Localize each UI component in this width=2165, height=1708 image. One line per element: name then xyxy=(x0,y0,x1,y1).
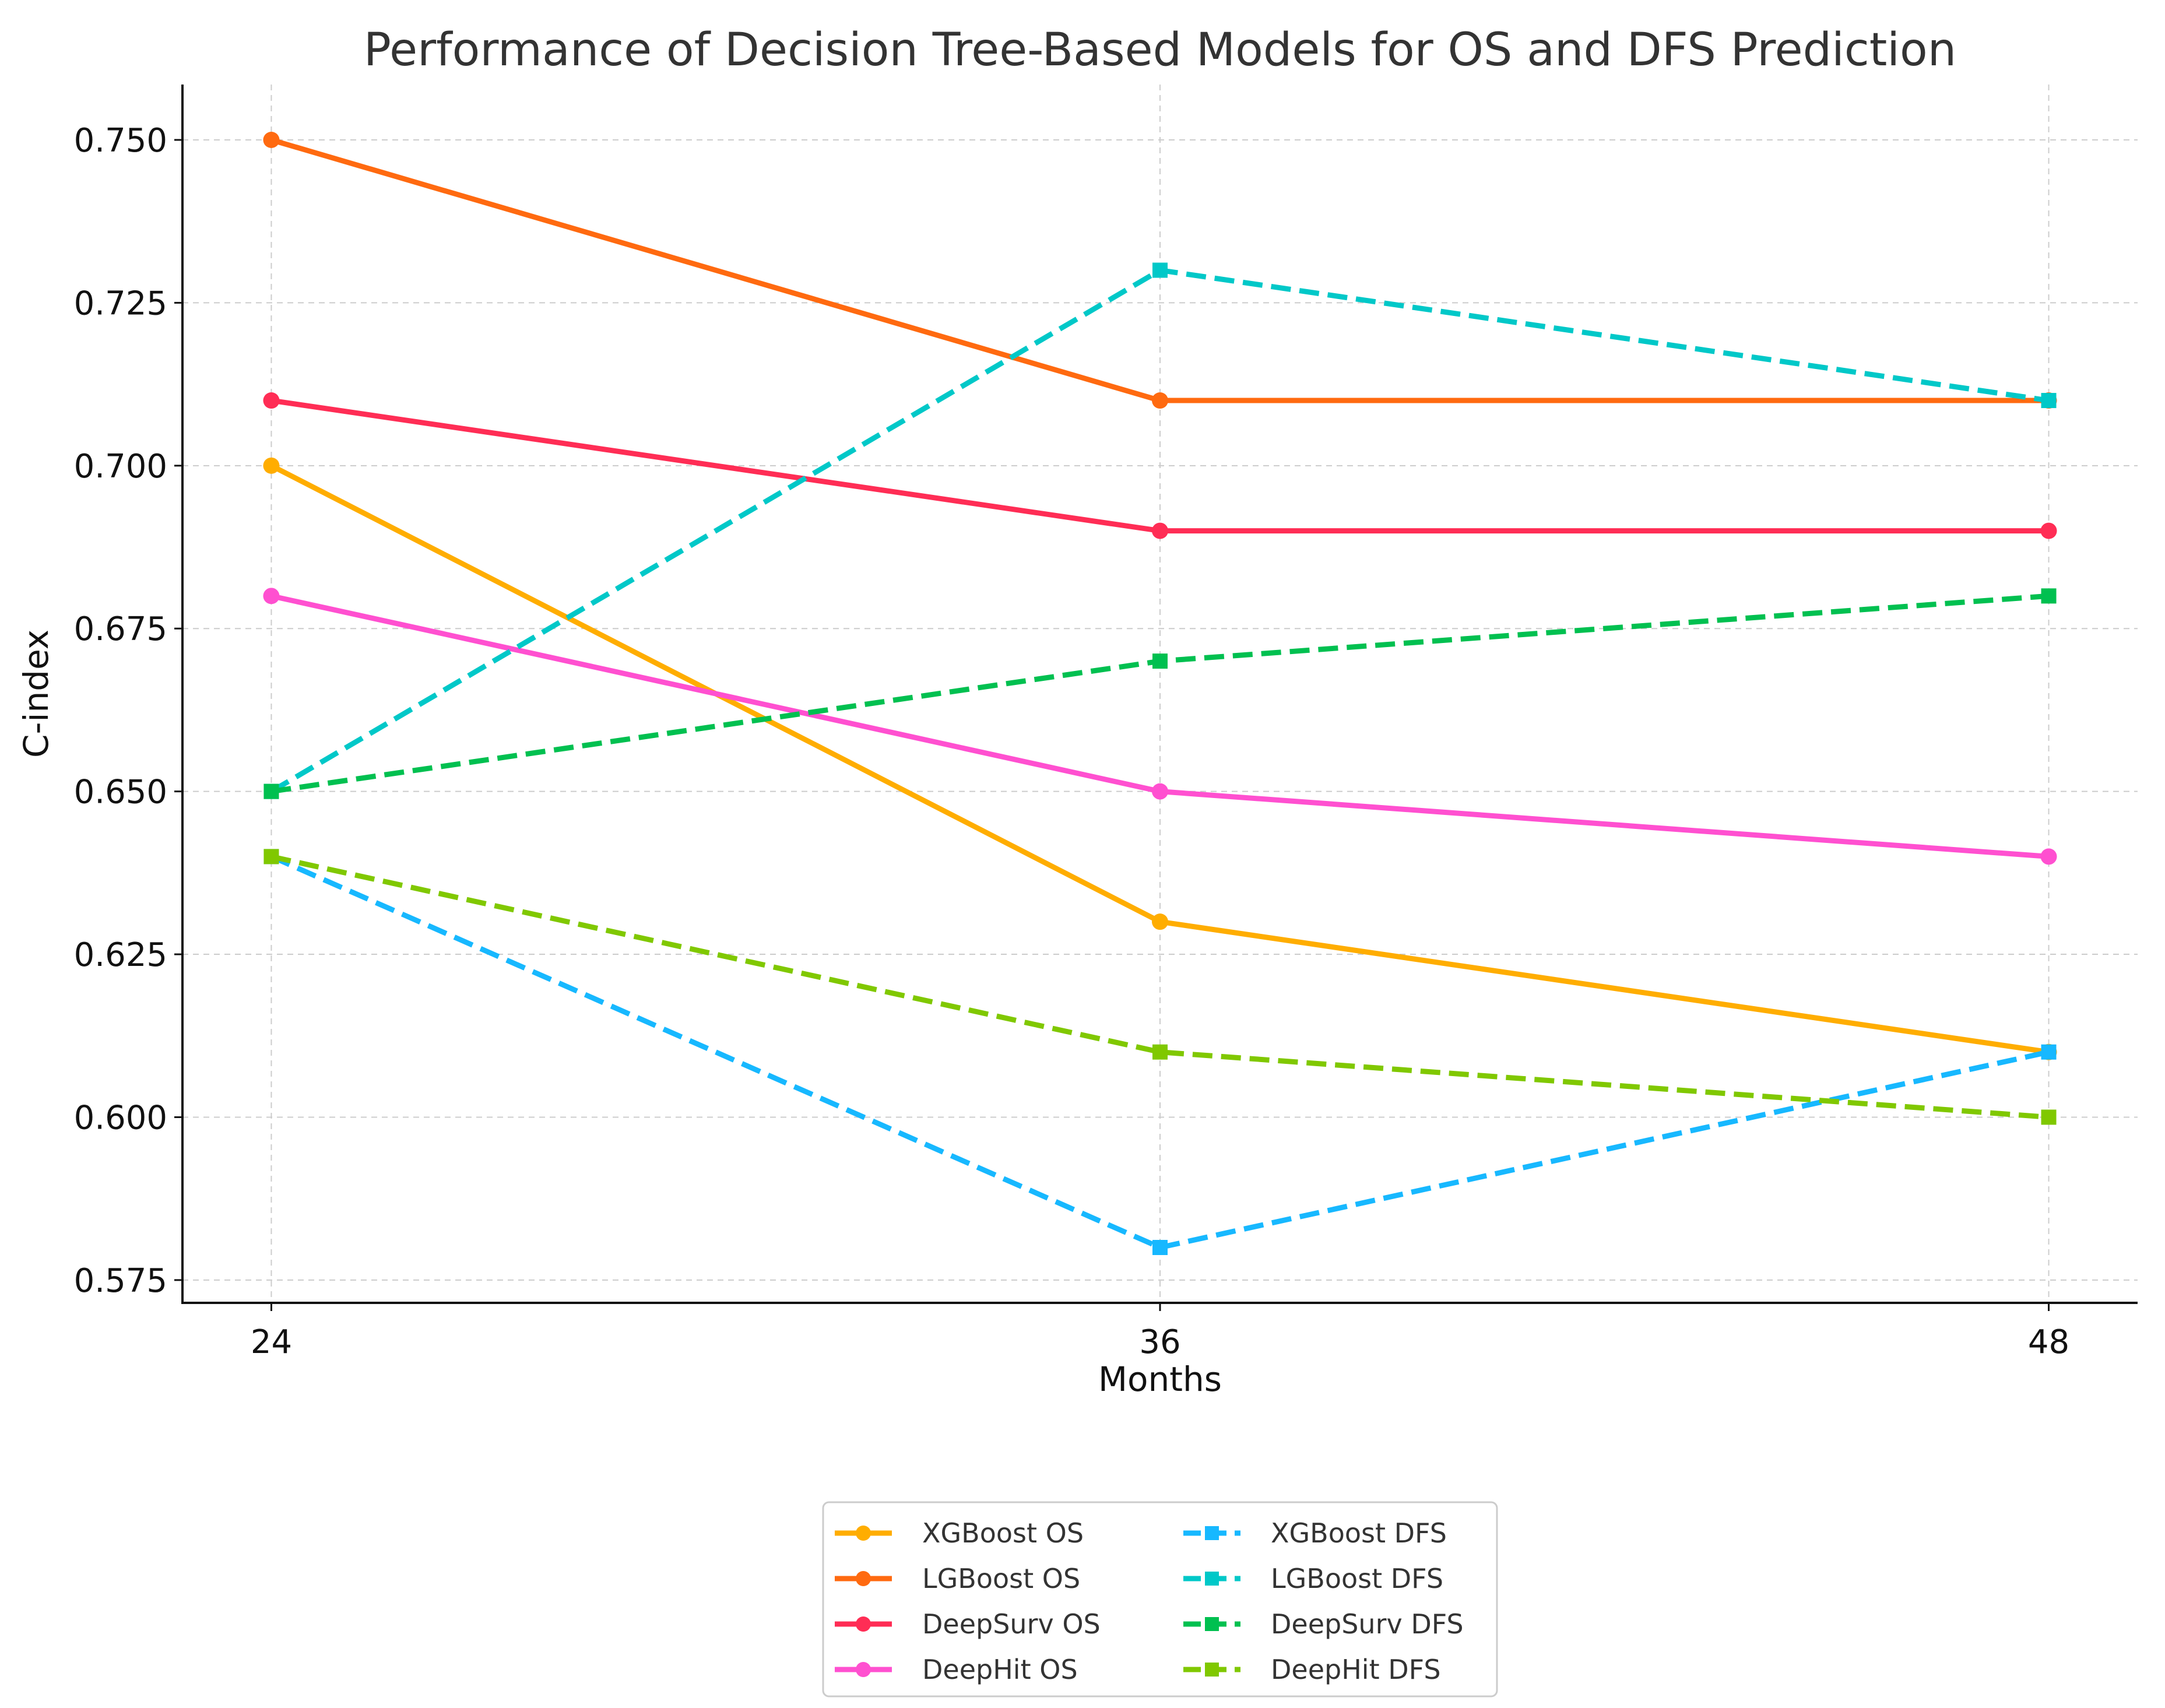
data-point-deephit-os xyxy=(263,588,280,605)
y-tick-label: 0.600 xyxy=(74,1099,167,1137)
axis-spines xyxy=(181,85,2138,1304)
data-point-lgboost-dfs xyxy=(1152,262,1168,278)
legend-swatch-marker xyxy=(856,1526,871,1541)
legend-label: DeepSurv DFS xyxy=(1271,1608,1464,1640)
legend-item-xgboost-os: XGBoost OS xyxy=(835,1517,1084,1549)
y-axis-label: C-index xyxy=(16,630,56,758)
data-point-deepsurv-dfs xyxy=(263,783,279,799)
y-tick-label: 0.700 xyxy=(74,448,167,486)
legend-item-deephit-dfs: DeepHit DFS xyxy=(1183,1654,1441,1685)
legend-label: XGBoost OS xyxy=(922,1517,1084,1549)
legend-swatch-marker xyxy=(1205,1663,1219,1677)
data-point-xgboost-os xyxy=(263,457,280,474)
legend-item-deepsurv-os: DeepSurv OS xyxy=(835,1608,1101,1640)
legend-swatch-marker xyxy=(1205,1617,1219,1631)
series-deephit-os xyxy=(263,588,2057,865)
legend-label: LGBoost OS xyxy=(922,1563,1080,1594)
legend-label: DeepHit DFS xyxy=(1271,1654,1441,1685)
chart-title: Performance of Decision Tree-Based Model… xyxy=(364,24,1956,76)
legend-item-deephit-os: DeepHit OS xyxy=(835,1654,1078,1685)
data-point-deepsurv-os xyxy=(263,392,280,409)
data-point-deephit-os xyxy=(2040,848,2057,865)
data-point-deephit-dfs xyxy=(263,849,279,864)
legend-label: DeepHit OS xyxy=(922,1654,1078,1685)
data-point-lgboost-os xyxy=(263,132,280,148)
data-point-deephit-dfs xyxy=(1152,1044,1168,1060)
x-tick-label: 48 xyxy=(2028,1323,2069,1361)
legend-swatch-marker xyxy=(856,1616,871,1632)
series-line-xgboost-dfs xyxy=(270,854,2050,1250)
data-point-deepsurv-os xyxy=(1152,522,1168,539)
legend-swatch-marker xyxy=(856,1662,871,1677)
legend-label: XGBoost DFS xyxy=(1271,1517,1447,1549)
data-point-xgboost-os xyxy=(1152,913,1168,930)
grid-lines xyxy=(182,85,2138,1303)
legend-item-xgboost-dfs: XGBoost DFS xyxy=(1183,1517,1447,1549)
series-deepsurv-os xyxy=(263,392,2057,539)
data-point-deepsurv-dfs xyxy=(1152,653,1168,669)
x-axis-label: Months xyxy=(1098,1359,1222,1399)
y-tick-label: 0.750 xyxy=(74,122,167,160)
data-point-lgboost-os xyxy=(1152,392,1168,409)
series-line-deephit-dfs xyxy=(270,854,2049,1120)
y-tick-label: 0.625 xyxy=(74,936,167,974)
legend-item-deepsurv-dfs: DeepSurv DFS xyxy=(1183,1608,1464,1640)
series-deepsurv-dfs xyxy=(263,588,2057,799)
legend-item-lgboost-dfs: LGBoost DFS xyxy=(1183,1563,1443,1594)
legend-swatch-marker xyxy=(1205,1572,1219,1586)
data-point-lgboost-dfs xyxy=(2041,393,2057,409)
legend-swatch-marker xyxy=(856,1571,871,1586)
legend: XGBoost OS LGBoost OS DeepSurv OS DeepHit O… xyxy=(822,1501,1498,1698)
data-point-xgboost-dfs xyxy=(1152,1240,1168,1255)
data-point-deephit-os xyxy=(1152,783,1168,800)
data-point-deepsurv-os xyxy=(2040,522,2057,539)
legend-label: LGBoost DFS xyxy=(1271,1563,1443,1594)
legend-frame xyxy=(822,1501,1498,1698)
x-tick-label: 24 xyxy=(251,1323,292,1361)
series-lines xyxy=(263,132,2057,1255)
legend-item-lgboost-os: LGBoost OS xyxy=(835,1563,1080,1594)
legend-label: DeepSurv OS xyxy=(922,1608,1101,1640)
data-point-deephit-dfs xyxy=(2041,1109,2057,1125)
y-tick-label: 0.650 xyxy=(74,774,167,811)
y-tick-label: 0.725 xyxy=(74,284,167,322)
data-point-deepsurv-dfs xyxy=(2041,588,2057,604)
legend-swatch-marker xyxy=(1205,1526,1219,1540)
axes: 0.575 0.600 0.625 0.650 0.675 0.700 0.725 0.750… xyxy=(74,85,2138,1361)
series-deephit-dfs xyxy=(263,849,2057,1125)
data-point-xgboost-dfs xyxy=(2041,1044,2057,1060)
y-tick-label: 0.675 xyxy=(74,610,167,648)
x-tick-label: 36 xyxy=(1139,1323,1180,1361)
y-tick-label: 0.575 xyxy=(74,1262,167,1300)
